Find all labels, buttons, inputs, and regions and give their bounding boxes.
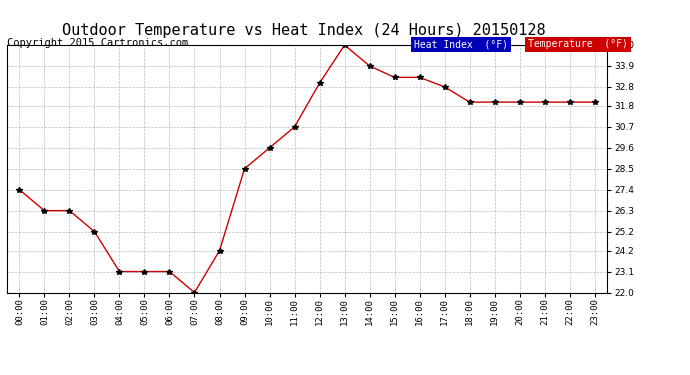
Text: Outdoor Temperature vs Heat Index (24 Hours) 20150128: Outdoor Temperature vs Heat Index (24 Ho…: [62, 22, 545, 38]
Text: Temperature  (°F): Temperature (°F): [528, 39, 628, 50]
Text: Copyright 2015 Cartronics.com: Copyright 2015 Cartronics.com: [7, 38, 188, 48]
Text: Heat Index  (°F): Heat Index (°F): [414, 39, 508, 50]
